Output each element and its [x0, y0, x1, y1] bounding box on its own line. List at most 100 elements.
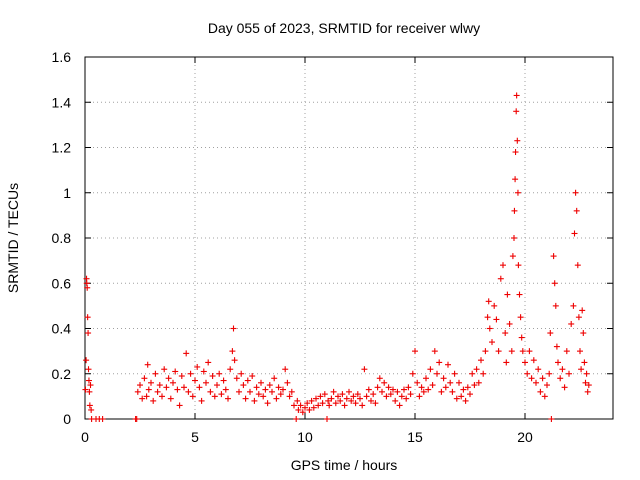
data-point	[412, 348, 418, 355]
data-points	[82, 92, 592, 422]
data-point	[484, 314, 491, 321]
data-point	[464, 384, 471, 391]
data-point	[86, 388, 93, 395]
data-point	[491, 302, 498, 309]
data-point	[449, 388, 456, 395]
data-point	[214, 382, 220, 389]
data-point	[83, 357, 90, 364]
x-tick-label: 15	[407, 429, 423, 445]
data-point	[451, 370, 458, 377]
data-point	[467, 391, 473, 398]
data-point	[359, 402, 366, 409]
data-point	[310, 404, 317, 411]
data-point	[337, 397, 344, 404]
data-point	[167, 395, 174, 402]
data-point	[196, 384, 203, 391]
data-point	[475, 379, 482, 386]
data-point	[379, 388, 385, 395]
data-point	[211, 393, 218, 400]
data-point	[516, 291, 523, 298]
data-point	[262, 386, 269, 393]
data-point	[506, 320, 513, 327]
data-point	[176, 402, 183, 409]
data-point	[233, 375, 240, 382]
data-point	[563, 348, 570, 355]
data-point	[557, 375, 564, 382]
data-point	[390, 386, 396, 393]
y-ticks: 0 0.2 0.4 0.6 0.8 1 1.2 1.4 1.6	[52, 49, 613, 427]
data-point	[284, 379, 291, 386]
data-point	[574, 262, 581, 269]
data-point	[394, 388, 401, 395]
data-point	[519, 348, 526, 355]
data-point	[269, 388, 275, 395]
data-point	[282, 366, 289, 373]
data-point	[308, 397, 315, 404]
data-point	[553, 343, 560, 350]
data-point	[321, 391, 328, 398]
data-point	[273, 395, 280, 402]
data-point	[86, 402, 93, 409]
data-point	[374, 384, 381, 391]
data-point	[82, 386, 89, 393]
data-point	[319, 400, 326, 407]
data-point	[385, 384, 392, 391]
data-point	[376, 375, 383, 382]
data-point	[249, 373, 256, 380]
data-point	[341, 402, 348, 409]
data-point	[485, 298, 492, 305]
data-point	[537, 388, 544, 395]
data-point	[515, 262, 522, 269]
data-point	[288, 388, 295, 395]
data-point	[427, 366, 434, 373]
data-point	[425, 386, 432, 393]
data-point	[405, 384, 412, 391]
data-point	[216, 370, 223, 377]
data-point	[244, 377, 251, 384]
data-point	[187, 370, 194, 377]
data-point	[172, 368, 179, 375]
data-point	[509, 253, 516, 260]
data-point	[579, 307, 586, 314]
data-point	[392, 397, 399, 404]
data-point	[409, 370, 416, 377]
data-point	[230, 325, 237, 332]
data-point	[559, 366, 566, 373]
data-point	[194, 363, 201, 370]
data-point	[335, 393, 341, 400]
data-point	[493, 316, 500, 323]
data-point	[134, 388, 141, 395]
data-point	[137, 382, 143, 389]
data-point	[299, 409, 306, 416]
data-point	[541, 393, 548, 400]
data-point	[185, 388, 192, 395]
x-tick-label: 20	[517, 429, 533, 445]
data-point	[548, 416, 555, 422]
y-tick-label: 0.8	[52, 230, 72, 246]
data-point	[143, 393, 150, 400]
data-point	[511, 235, 517, 241]
y-tick-label: 1.2	[52, 140, 72, 156]
data-point	[277, 391, 284, 398]
y-tick-label: 0.2	[52, 366, 72, 382]
data-point	[286, 393, 293, 400]
data-point	[528, 375, 535, 382]
data-point	[339, 391, 346, 398]
x-tick-label: 10	[297, 429, 313, 445]
data-point	[514, 189, 521, 196]
data-point	[159, 393, 165, 400]
chart-title: Day 055 of 2023, SRMTID for receiver wlw…	[208, 20, 480, 36]
y-tick-label: 0.6	[52, 275, 72, 291]
data-point	[550, 253, 557, 260]
data-point	[502, 330, 509, 337]
data-point	[438, 388, 445, 395]
y-tick-label: 1.4	[52, 94, 72, 110]
data-point	[280, 386, 286, 393]
data-point	[133, 416, 140, 422]
data-point	[291, 402, 297, 409]
data-point	[154, 388, 161, 395]
data-point	[161, 366, 168, 373]
data-point	[458, 393, 465, 400]
data-point	[178, 373, 185, 380]
data-point	[514, 137, 521, 144]
